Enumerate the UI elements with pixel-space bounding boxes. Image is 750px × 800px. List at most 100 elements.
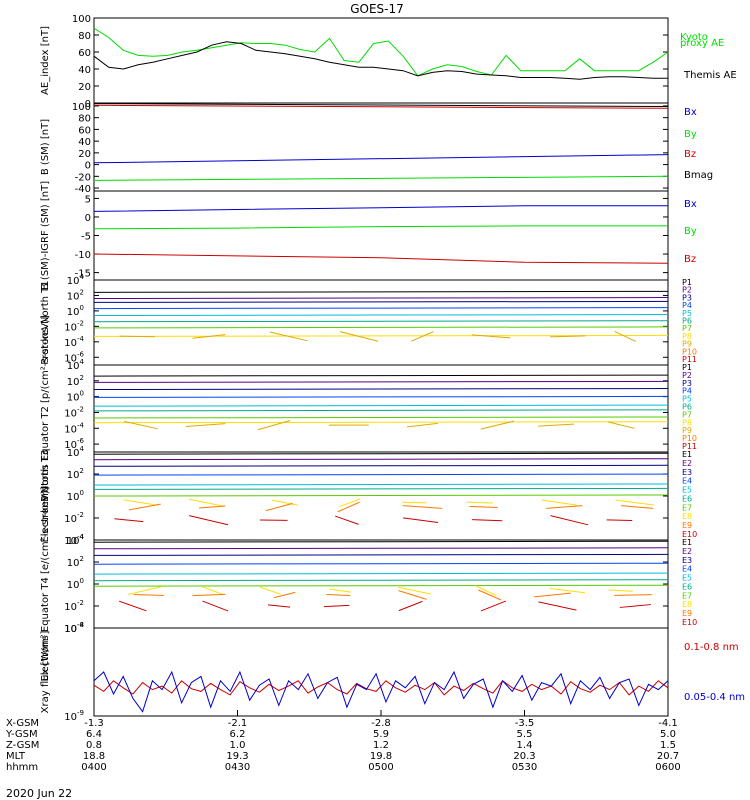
legend-entry: P3 [682,379,692,388]
legend-entry: P10 [682,347,697,356]
series-e7 [93,584,669,587]
series-line [93,326,669,329]
legend-entry: E6 [682,582,692,591]
x-row-value: 0500 [368,762,393,773]
y-tick-label: 80 [78,114,91,125]
legend-entry: P5 [682,309,692,318]
series-line [93,670,669,713]
legend-entry: P2 [682,286,692,295]
y-axis-label: B (SM) [nT] [40,119,51,175]
x-row-value: -1.3 [84,718,104,729]
y-tick-label: 10-2 [64,319,84,333]
series-line [93,584,669,587]
series-segment [608,589,633,592]
series-line [93,205,668,212]
series-p7 [93,326,669,329]
y-tick-label: 0 [85,99,91,110]
y-tick-label: 60 [78,125,91,136]
series-segment [189,515,229,526]
y-tick-label: 40 [78,65,91,76]
legend-entry: Bx [684,199,697,210]
y-tick-label: 20 [78,82,91,93]
series-segment [550,515,589,526]
x-row-label: Z-GSM [6,740,39,751]
series-e8 [123,498,655,507]
series-p2 [93,380,669,383]
y-tick-label: 102 [67,467,84,481]
series-segment [202,600,229,612]
y-tick-label: 10-2 [64,511,84,525]
series-segment [133,594,164,596]
y-tick-label: 100 [67,489,84,503]
series-p5 [93,404,669,407]
series-segment [478,589,502,601]
series-segment [123,499,159,506]
series-e10 [119,600,651,612]
series-p9 [124,420,635,431]
series-segment [406,422,438,428]
x-row-value: 20.7 [657,751,679,762]
series-e9 [133,589,652,601]
series-e2 [93,547,669,550]
series-segment [538,601,577,611]
legend-entry: P9 [682,426,692,435]
legend-entry: P3 [682,293,692,302]
series-line [93,300,669,303]
series-segment [269,331,308,342]
x-row-value: 19.8 [370,751,392,762]
series-segment [265,502,293,512]
legend-entry: proxy AE [680,38,724,49]
x-row-value: -2.1 [228,718,248,729]
legend-entry: P10 [682,434,697,443]
series-line [93,540,669,543]
y-tick-label: 0 [85,213,91,224]
series-by [93,175,669,181]
series-bx [93,154,669,164]
series-segment [185,423,226,428]
y-tick-label: 100 [72,14,91,25]
series-segment [471,334,511,339]
x-axis-table: X-GSM -1.3 -2.1 -2.8 -3.5 -4.1 Y-GSM 6.4 6.2 5.9 5… [5,710,681,773]
y-tick-label: 5 [85,194,91,205]
series-line [93,547,669,550]
x-row-value: -2.8 [371,718,391,729]
y-axis-label: Protons Equator T2 [p/(cm²-s-sr-keV)] [40,315,51,502]
panel-frame [93,627,669,717]
legend-entry: E8 [682,512,692,521]
legend-entry: Bz [684,254,696,265]
y-tick-label: 40 [78,137,91,148]
y-tick-label: -10 [75,250,91,261]
series-line [93,553,669,556]
y-axis-label: B (SM)-IGRF (SM) [nT] [40,181,51,290]
series-segment [398,586,431,595]
series-line [93,404,669,407]
x-row-value: 18.8 [83,751,105,762]
series-segment [469,506,498,508]
series-themis-ae [93,41,668,80]
series-segment [475,585,497,596]
series-line [93,572,669,575]
series-e1 [93,452,669,455]
legend-entry: P7 [682,410,692,419]
series-segment [127,586,162,595]
series-segment [480,420,515,430]
series-segment [202,586,224,595]
y-tick-label: 10-4 [64,335,84,349]
series-line [93,290,669,293]
legend-entry: E5 [682,574,692,583]
series-line [93,483,669,486]
series-p2 [93,297,669,300]
y-tick-label: 102 [67,288,84,302]
legend-entry: By [684,129,697,140]
series-by [93,225,668,230]
y-axis-label: Electrons Equator T4 [e/(cm²-s-sr-keV)] [40,486,51,681]
y-tick-label: 10-9 [64,709,84,723]
y-tick-label: 20 [78,149,91,160]
series-segment [614,594,652,596]
series-segment [614,330,636,342]
series-line [93,473,669,476]
legend-entry: By [684,226,697,237]
series-segment [620,505,654,509]
series-e5 [93,572,669,575]
